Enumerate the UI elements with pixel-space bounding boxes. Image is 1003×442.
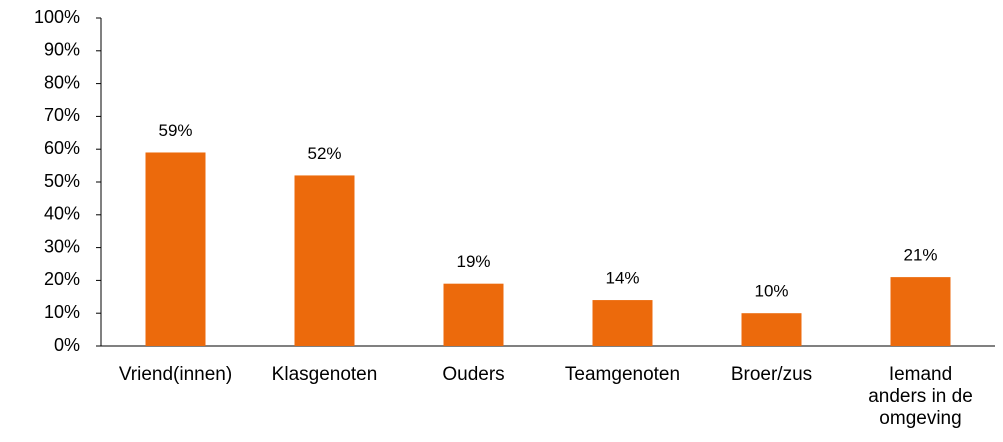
bar (741, 313, 802, 346)
x-tick-label-wrap: Klasgenoten (235, 364, 415, 386)
bar (443, 283, 504, 346)
y-tick-label: 0% (54, 335, 80, 355)
x-tick-label-wrap: Iemand anders in de omgeving (831, 364, 1003, 430)
x-tick-label: Teamgenoten (564, 364, 681, 385)
value-label: 52% (307, 144, 341, 163)
x-tick-label-box: Iemand anders in de omgeving (831, 364, 1003, 430)
value-label: 14% (605, 269, 639, 288)
value-label: 21% (903, 246, 937, 265)
x-tick-label: Vriend(innen) (118, 364, 233, 385)
y-tick-label: 60% (44, 138, 80, 158)
y-tick-label: 30% (44, 236, 80, 256)
x-tick-label-box: Klasgenoten (235, 364, 415, 386)
x-tick-label: Broer/zus (730, 364, 813, 385)
y-tick-label: 80% (44, 72, 80, 92)
value-label: 19% (456, 252, 490, 271)
x-tick-label-wrap: Broer/zus (682, 364, 862, 386)
x-tick-label-box: Ouders (384, 364, 564, 386)
y-tick-label: 10% (44, 302, 80, 322)
x-tick-label-wrap: Teamgenoten (533, 364, 713, 386)
y-tick-label: 70% (44, 105, 80, 125)
x-tick-label: Ouders (442, 364, 505, 385)
x-tick-label-wrap: Ouders (384, 364, 564, 386)
bar (145, 152, 206, 346)
value-label: 10% (754, 282, 788, 301)
y-tick-label: 50% (44, 171, 80, 191)
x-tick-label-box: Teamgenoten (533, 364, 713, 386)
y-tick-label: 90% (44, 40, 80, 60)
bar (592, 300, 653, 346)
value-label: 59% (158, 121, 192, 140)
x-tick-label-wrap: Vriend(innen) (86, 364, 266, 386)
bar (294, 175, 355, 346)
y-tick-label: 40% (44, 204, 80, 224)
y-tick-label: 20% (44, 269, 80, 289)
x-tick-label-box: Vriend(innen) (86, 364, 266, 386)
x-tick-label: Iemand anders in de omgeving (868, 364, 973, 429)
bar (890, 277, 951, 346)
y-tick-label: 100% (34, 7, 80, 27)
x-tick-label: Klasgenoten (271, 364, 378, 385)
x-tick-label-box: Broer/zus (682, 364, 862, 386)
